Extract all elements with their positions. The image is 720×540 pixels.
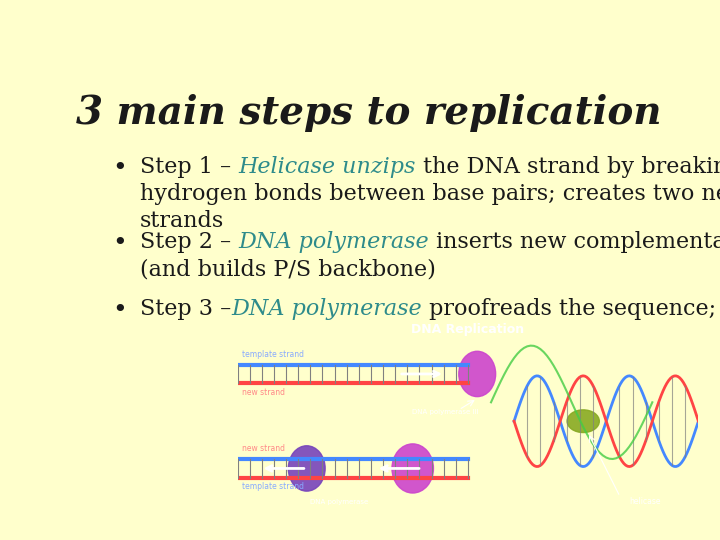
Text: hydrogen bonds between base pairs; creates two new “template”: hydrogen bonds between base pairs; creat…: [140, 183, 720, 205]
Text: helicase: helicase: [629, 497, 661, 507]
Text: (and builds P/S backbone): (and builds P/S backbone): [140, 258, 436, 280]
Text: 3 main steps to replication: 3 main steps to replication: [76, 94, 662, 132]
Text: Step 3 –: Step 3 –: [140, 298, 231, 320]
Text: DNA polymerase III: DNA polymerase III: [412, 409, 478, 415]
Text: DNA polymerase: DNA polymerase: [231, 298, 422, 320]
Text: •: •: [112, 231, 127, 255]
Text: strands: strands: [140, 210, 225, 232]
Text: •: •: [112, 298, 127, 322]
Ellipse shape: [288, 446, 325, 491]
Text: inserts new complementary bases: inserts new complementary bases: [429, 231, 720, 253]
Ellipse shape: [392, 444, 433, 493]
Text: template strand: template strand: [242, 350, 305, 359]
Text: Helicase unzips: Helicase unzips: [238, 156, 416, 178]
Text: template strand: template strand: [242, 482, 305, 491]
Text: new strand: new strand: [242, 444, 285, 454]
Text: DNA polymerase: DNA polymerase: [238, 231, 429, 253]
Text: Step 1 –: Step 1 –: [140, 156, 238, 178]
Text: proofreads the sequence; fixes errors: proofreads the sequence; fixes errors: [422, 298, 720, 320]
Text: DNA Replication: DNA Replication: [411, 323, 525, 336]
Text: new strand: new strand: [242, 388, 285, 397]
Ellipse shape: [567, 410, 599, 433]
Ellipse shape: [459, 352, 495, 396]
Text: DNA polymerase: DNA polymerase: [310, 500, 368, 505]
Text: •: •: [112, 156, 127, 180]
Text: Step 2 –: Step 2 –: [140, 231, 238, 253]
Text: the DNA strand by breaking the: the DNA strand by breaking the: [416, 156, 720, 178]
